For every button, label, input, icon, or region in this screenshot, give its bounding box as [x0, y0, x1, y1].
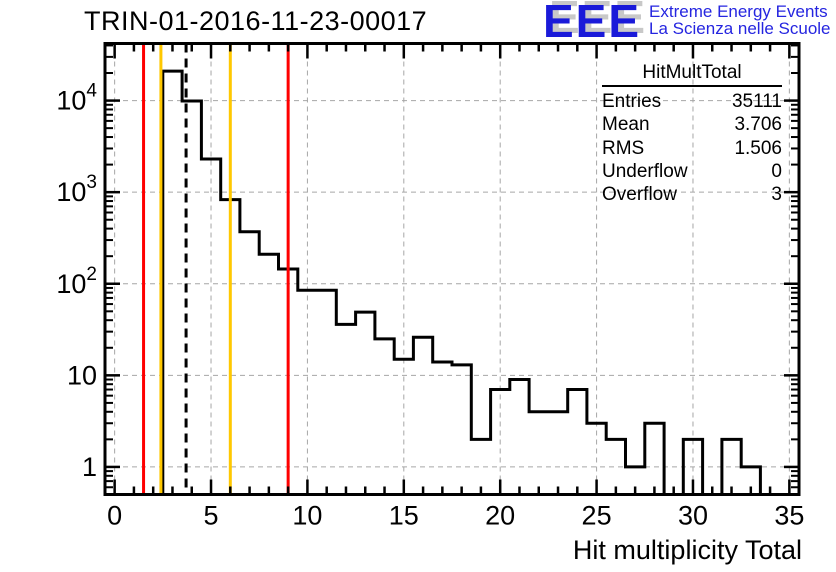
- stats-box: HitMultTotal Entries 35111 Mean 3.706 RM…: [602, 63, 782, 206]
- stats-row-mean: Mean 3.706: [602, 113, 782, 136]
- x-tick-label-15: 15: [389, 501, 419, 531]
- stats-label-underflow: Underflow: [602, 160, 688, 182]
- stats-label-rms: RMS: [602, 137, 645, 159]
- stats-value-rms: 1.506: [734, 137, 782, 159]
- eee-logo-line1: Extreme Energy Events: [649, 2, 828, 21]
- eee-logo-acronym: EEE: [543, 0, 642, 47]
- x-tick-label-30: 30: [678, 501, 708, 531]
- stats-box-title: HitMultTotal: [602, 63, 782, 87]
- x-tick-label-35: 35: [774, 501, 804, 531]
- stats-value-entries: 35111: [731, 91, 782, 112]
- x-tick-label-20: 20: [485, 501, 515, 531]
- stats-value-overflow: 3: [771, 184, 782, 206]
- y-tick-label-1: 1: [82, 452, 97, 482]
- stats-value-mean: 3.706: [734, 114, 782, 136]
- eee-logo: EEE Extreme Energy Events La Scienza nel…: [543, 0, 831, 47]
- x-tick-label-0: 0: [107, 501, 122, 531]
- x-tick-label-25: 25: [582, 501, 612, 531]
- stats-label-overflow: Overflow: [602, 184, 677, 206]
- stats-row-rms: RMS 1.506: [602, 137, 782, 160]
- stats-value-underflow: 0: [771, 160, 782, 182]
- plot-title: TRIN-01-2016-11-23-00017: [84, 6, 428, 36]
- y-tick-label-10: 10: [67, 360, 97, 390]
- eee-logo-text: Extreme Energy Events La Scienza nelle S…: [649, 1, 830, 37]
- stats-label-entries: Entries: [602, 91, 662, 112]
- stats-row-underflow: Underflow 0: [602, 160, 782, 183]
- plot-frame: [103, 42, 801, 496]
- x-axis-title: Hit multiplicity Total: [572, 535, 802, 565]
- x-tick-label-10: 10: [292, 501, 322, 531]
- y-tick-label-1000: 103: [56, 172, 97, 207]
- y-tick-label-100: 102: [56, 264, 97, 299]
- y-tick-label-10000: 104: [56, 81, 97, 116]
- eee-logo-line2: La Scienza nelle Scuole: [649, 18, 831, 38]
- x-tick-label-5: 5: [204, 501, 219, 531]
- stats-row-overflow: Overflow 3: [602, 183, 782, 206]
- stats-row-entries: Entries 35111: [602, 90, 782, 113]
- stats-label-mean: Mean: [602, 114, 650, 136]
